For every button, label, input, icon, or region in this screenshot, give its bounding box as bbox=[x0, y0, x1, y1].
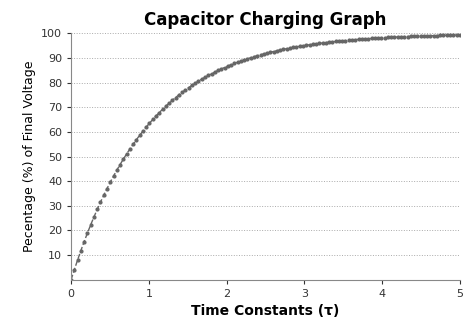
Title: Capacitor Charging Graph: Capacitor Charging Graph bbox=[144, 11, 387, 29]
Y-axis label: Pecentage (%) of Final Voltage: Pecentage (%) of Final Voltage bbox=[23, 61, 36, 252]
X-axis label: Time Constants (τ): Time Constants (τ) bbox=[191, 304, 340, 318]
